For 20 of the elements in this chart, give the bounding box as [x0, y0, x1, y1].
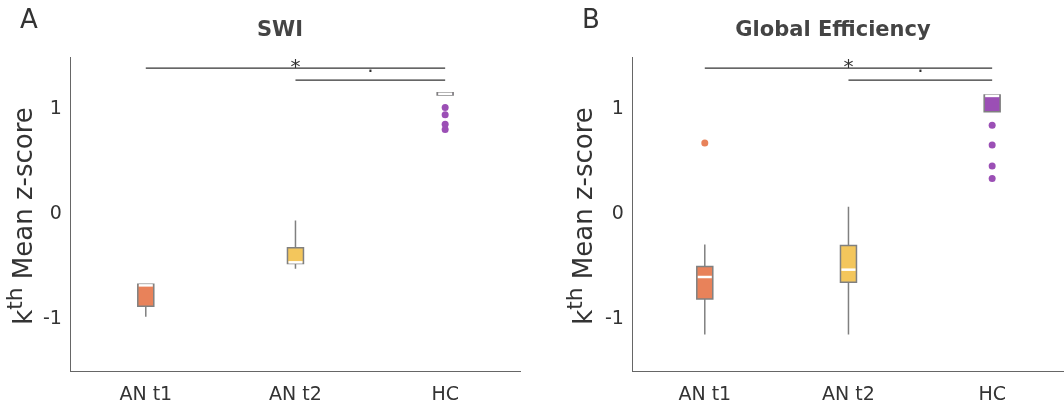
y-tick-label: 1 [611, 96, 624, 119]
y-tick-label: -1 [604, 305, 624, 328]
y-tick-label: -1 [42, 305, 62, 328]
annotation: * [843, 54, 854, 79]
x-tick-label: HC [978, 381, 1006, 404]
annotation: * [290, 54, 301, 79]
x-tick-label: AN t2 [269, 381, 322, 404]
annotation: · [917, 59, 924, 84]
y-tick-label: 0 [49, 201, 62, 224]
chart-title: SWI [256, 17, 304, 42]
x-tick-label: AN t1 [119, 381, 173, 404]
text: A [20, 3, 38, 34]
x-tick-label: AN t1 [678, 381, 732, 404]
text: B [582, 3, 600, 34]
chart-title: Global Efficiency [735, 17, 931, 42]
y-tick-label: 1 [49, 96, 62, 119]
x-tick-label: AN t2 [822, 381, 875, 404]
x-tick-label: HC [431, 381, 459, 404]
y-tick-label: 0 [611, 201, 624, 224]
annotation: · [367, 59, 374, 84]
